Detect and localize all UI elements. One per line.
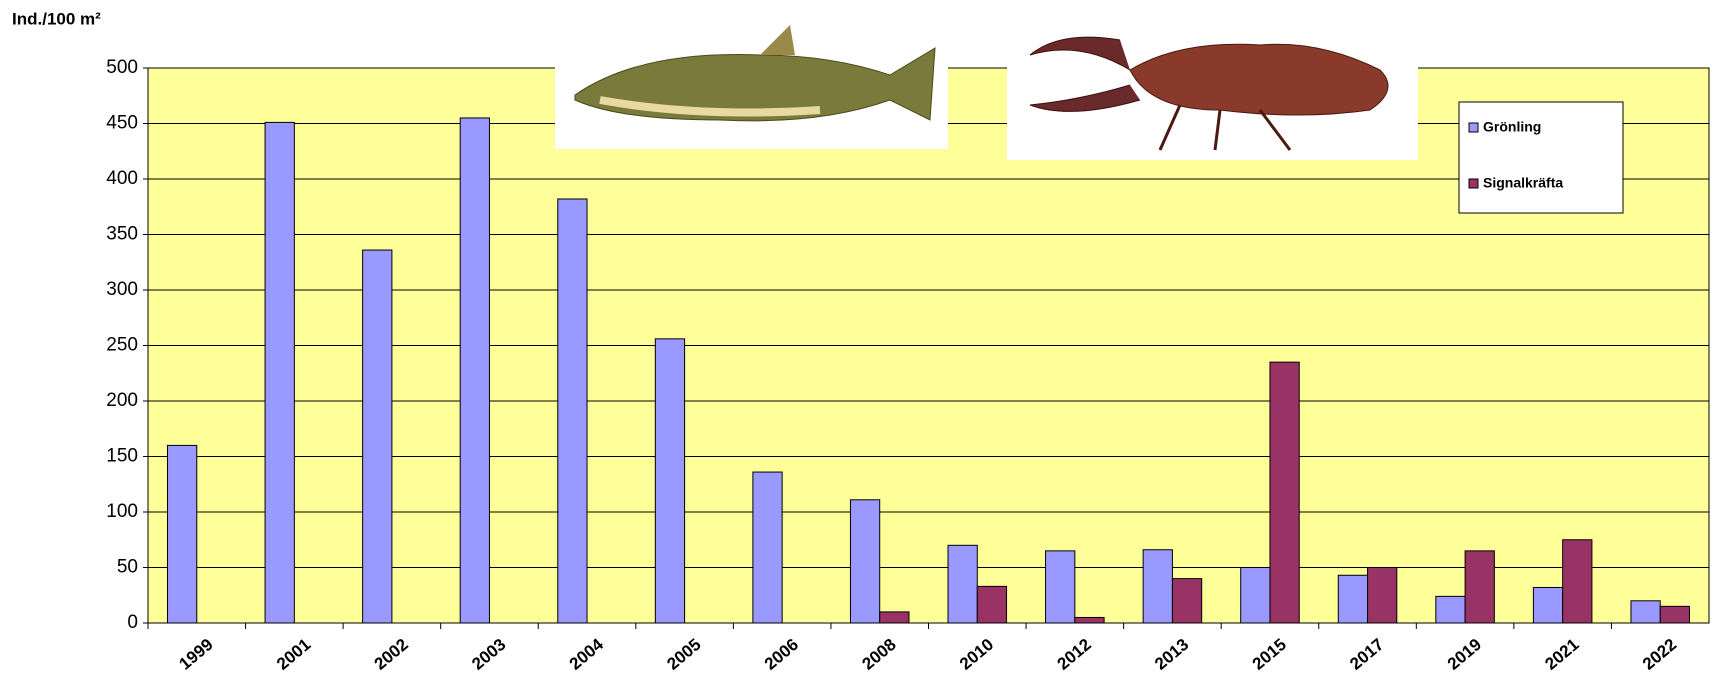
legend: Grönling Signalkräfta <box>1459 102 1623 213</box>
x-tick-label: 2005 <box>663 635 704 674</box>
bar <box>753 472 782 623</box>
bar <box>1436 596 1465 623</box>
x-tick-label: 2022 <box>1639 635 1680 674</box>
x-tick-label: 2015 <box>1249 635 1290 674</box>
bar <box>265 122 294 623</box>
bar <box>1563 540 1592 623</box>
y-axis-label: Ind./100 m² <box>12 9 101 28</box>
bar <box>655 339 684 623</box>
x-tick-label: 2012 <box>1054 635 1095 674</box>
legend-label: Signalkräfta <box>1483 175 1563 191</box>
y-tick-label: 250 <box>106 335 138 356</box>
legend-swatch <box>1469 179 1478 188</box>
y-tick-label: 450 <box>106 113 138 134</box>
bar <box>1631 601 1660 623</box>
x-tick-label: 2019 <box>1444 635 1485 674</box>
bar <box>1172 579 1201 623</box>
x-tick-label: 2006 <box>761 635 802 674</box>
chart: Ind./100 m² Grönling Signalkräfta 0 50 100 1… <box>0 0 1712 681</box>
bar <box>558 199 587 623</box>
bar <box>948 545 977 623</box>
y-tick-label: 350 <box>106 224 138 245</box>
y-tick-label: 50 <box>117 557 138 578</box>
y-tick-label: 400 <box>106 168 138 189</box>
x-tick-label: 2001 <box>273 635 314 674</box>
x-tick-label: 1999 <box>176 635 217 674</box>
bar <box>1465 551 1494 623</box>
crayfish-illustration <box>1007 12 1418 160</box>
fish-illustration <box>555 22 948 149</box>
x-tick-label: 2004 <box>566 634 608 673</box>
y-tick-label: 200 <box>106 390 138 411</box>
x-tick-label: 2002 <box>371 635 412 674</box>
bar <box>1338 575 1367 623</box>
x-tick-label: 2010 <box>956 635 997 674</box>
bar <box>1075 617 1104 623</box>
bar <box>1270 362 1299 623</box>
bar <box>168 445 197 623</box>
x-tick-label: 2013 <box>1151 635 1192 674</box>
bar <box>363 250 392 623</box>
bar <box>1533 587 1562 623</box>
bar <box>460 118 489 623</box>
legend-swatch <box>1469 123 1478 132</box>
y-tick-label: 150 <box>106 446 138 467</box>
x-tick-label: 2008 <box>858 635 899 674</box>
legend-label: Grönling <box>1483 119 1541 135</box>
bar <box>850 500 879 623</box>
y-tick-label: 0 <box>127 612 138 633</box>
x-tick-label: 2021 <box>1541 635 1582 674</box>
bar <box>1046 551 1075 623</box>
bar <box>1241 568 1270 624</box>
y-tick-label: 500 <box>106 57 138 78</box>
x-tick-label: 2017 <box>1346 635 1387 674</box>
bar <box>1143 550 1172 623</box>
y-tick-label: 100 <box>106 501 138 522</box>
y-tick-label: 300 <box>106 279 138 300</box>
bar <box>880 612 909 623</box>
bar <box>1660 606 1689 623</box>
x-tick-label: 2003 <box>468 635 509 674</box>
bar <box>1368 568 1397 624</box>
bar <box>977 586 1006 623</box>
